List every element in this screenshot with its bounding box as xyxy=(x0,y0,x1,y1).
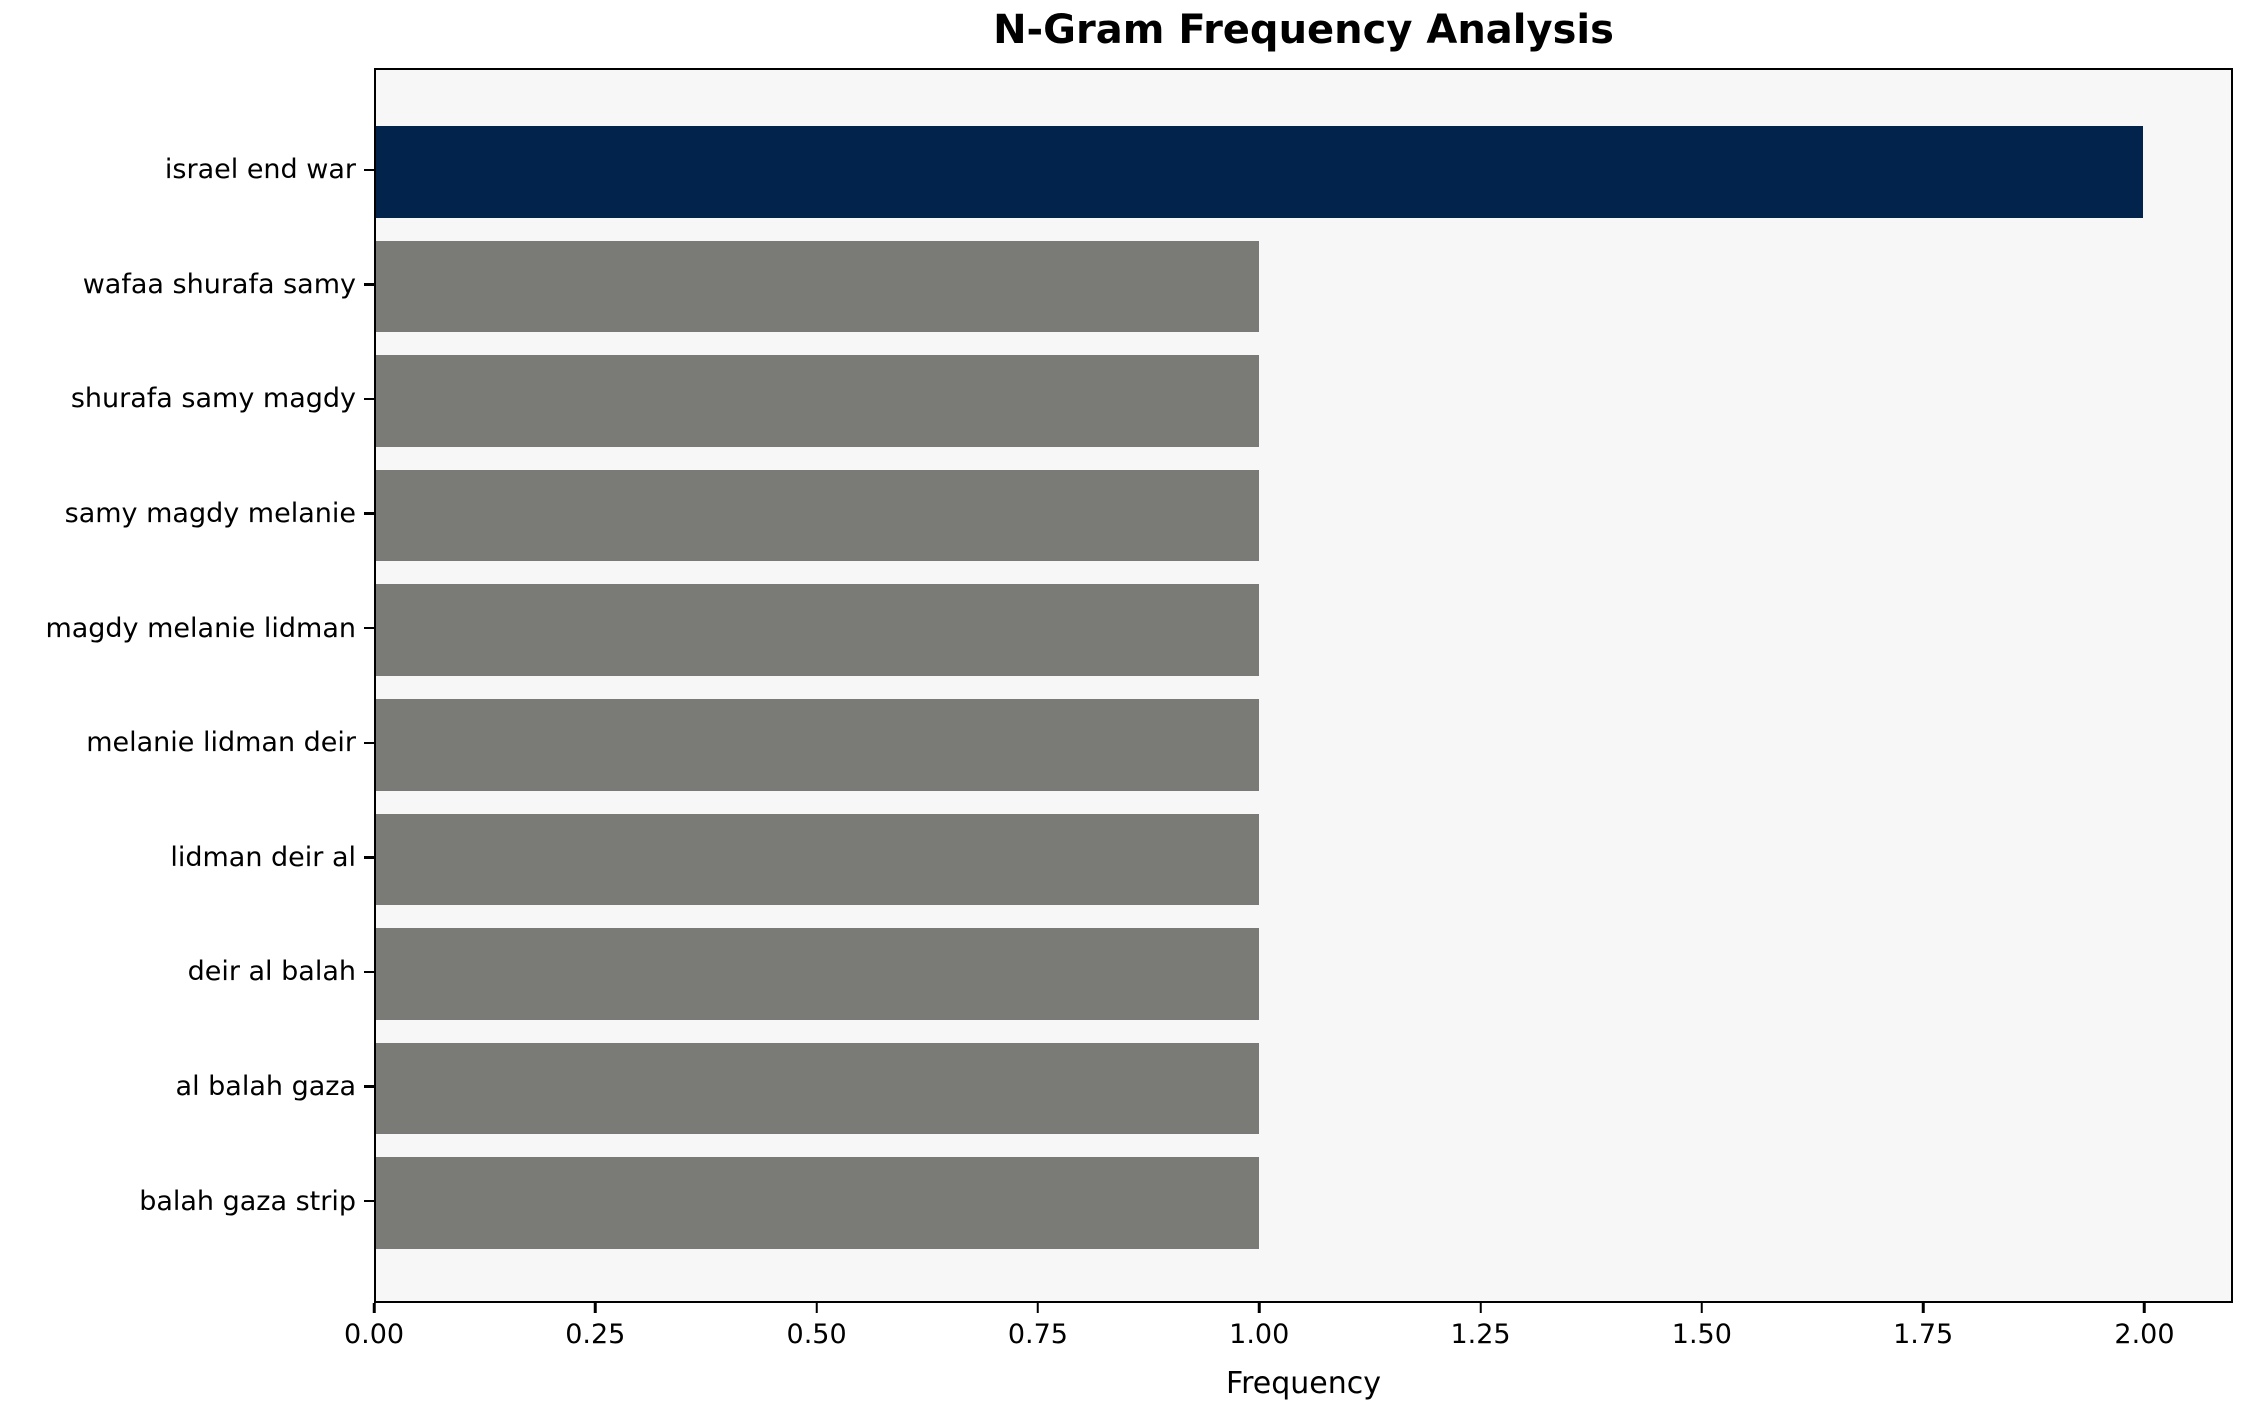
y-tick-label: wafaa shurafa samy xyxy=(82,268,356,300)
y-tick-mark xyxy=(364,397,374,401)
y-tick-mark xyxy=(364,856,374,859)
y-axis: israel end war wafaa shurafa samy shurafa … xyxy=(0,68,356,1303)
bar-balah-gaza-strip xyxy=(376,1157,1260,1249)
x-tick-mark xyxy=(1921,1303,1925,1313)
y-tick-mark xyxy=(364,970,374,974)
x-tick-mark xyxy=(1257,1303,1261,1313)
bar-magdy-melanie-lidman xyxy=(376,584,1260,676)
x-axis: 0.00 0.25 0.50 0.75 1.00 1.25 1.50 1.75 2.00 xyxy=(344,1303,2233,1373)
x-tick-mark xyxy=(372,1303,376,1313)
y-tick-mark xyxy=(364,168,374,171)
y-tick-mark xyxy=(364,1199,374,1203)
x-tick-mark xyxy=(1036,1303,1040,1313)
y-tick-label: melanie lidman deir xyxy=(86,727,356,759)
x-tick-label: 0.25 xyxy=(565,1319,626,1350)
y-tick-mark xyxy=(364,283,374,286)
x-tick-mark xyxy=(2143,1303,2146,1313)
x-tick-mark xyxy=(1479,1303,1482,1313)
y-tick-label: lidman deir al xyxy=(170,841,356,873)
y-tick-mark xyxy=(364,1085,374,1088)
x-tick-label: 1.50 xyxy=(1671,1319,1732,1350)
bar-israel-end-war xyxy=(376,126,2143,218)
bar-melanie-lidman-deir xyxy=(376,699,1260,791)
y-tick-mark xyxy=(364,512,374,515)
y-tick-label: deir al balah xyxy=(187,956,356,988)
bar-deir-al-balah xyxy=(376,928,1260,1020)
y-tick-label: israel end war xyxy=(164,154,356,186)
bar-al-balah-gaza xyxy=(376,1042,1260,1135)
y-tick-label: samy magdy melanie xyxy=(64,498,356,530)
plot-area xyxy=(374,68,2233,1303)
x-tick-mark xyxy=(594,1303,597,1313)
chart-title: N-Gram Frequency Analysis xyxy=(993,7,1614,53)
x-tick-label: 0.50 xyxy=(786,1319,847,1350)
bar-lidman-deir-al xyxy=(376,813,1260,906)
y-tick-mark xyxy=(364,626,374,630)
bar-shurafa-samy-magdy xyxy=(376,355,1260,447)
y-tick-label: magdy melanie lidman xyxy=(45,612,356,644)
x-tick-label: 1.75 xyxy=(1893,1319,1954,1350)
bar-samy-magdy-melanie xyxy=(376,469,1260,562)
y-tick-mark xyxy=(364,741,374,744)
x-tick-mark xyxy=(1700,1303,1704,1313)
x-tick-label: 1.00 xyxy=(1229,1319,1290,1350)
bar-wafaa-shurafa-samy xyxy=(376,240,1260,333)
x-tick-mark xyxy=(815,1303,818,1313)
x-tick-label: 0.75 xyxy=(1007,1319,1068,1350)
x-tick-label: 2.00 xyxy=(2114,1319,2175,1350)
y-tick-label: al balah gaza xyxy=(175,1071,356,1103)
x-tick-label: 1.25 xyxy=(1450,1319,1511,1350)
y-tick-label: balah gaza strip xyxy=(139,1185,356,1217)
x-tick-label: 0.00 xyxy=(343,1319,405,1350)
x-axis-title: Frequency xyxy=(1226,1366,1381,1401)
y-tick-label: shurafa samy magdy xyxy=(70,383,356,415)
